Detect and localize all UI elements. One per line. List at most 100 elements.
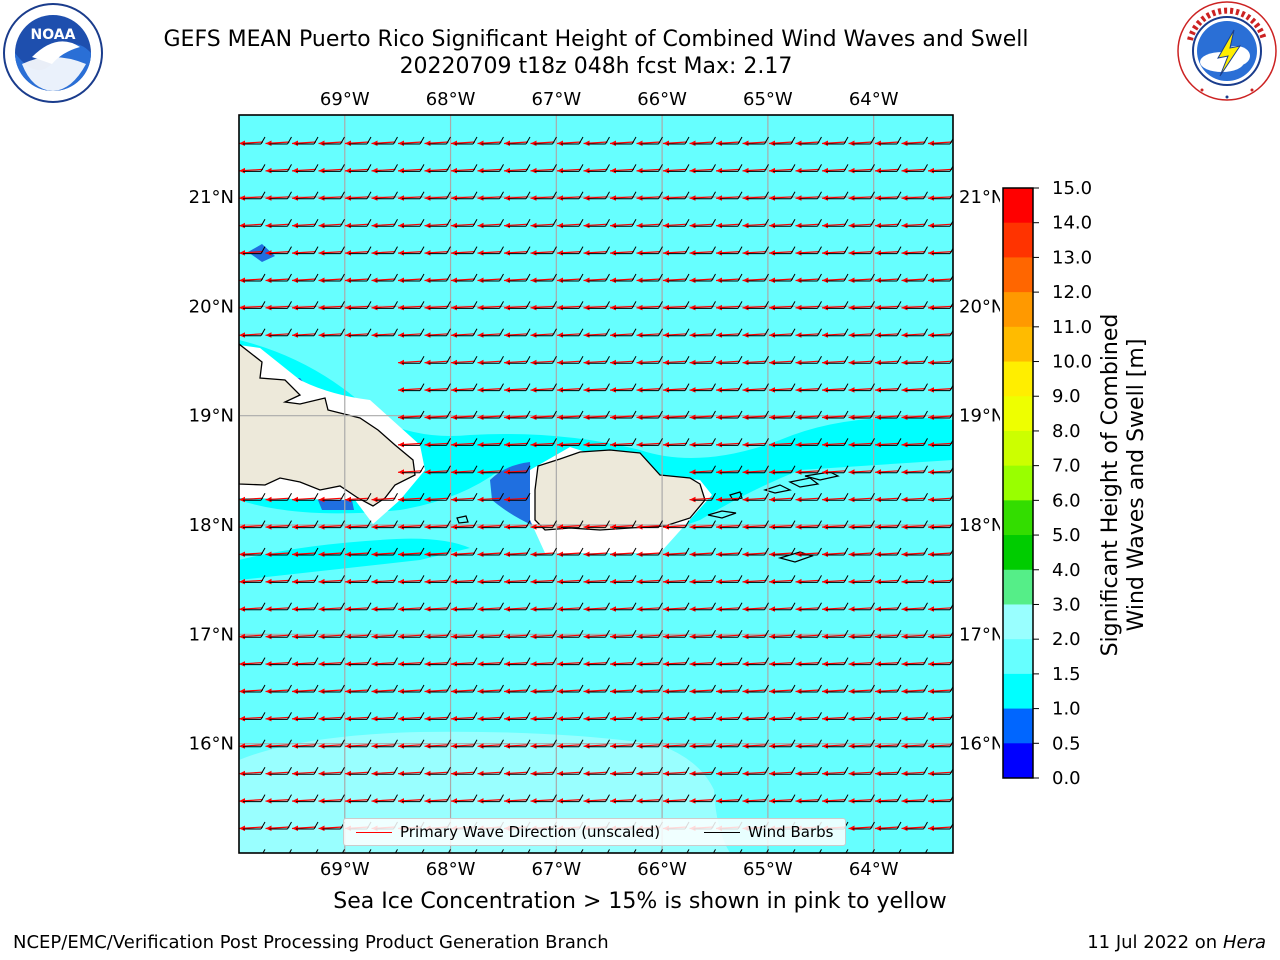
wind-barb-flag (499, 575, 504, 583)
wave-arrowhead (901, 387, 908, 393)
wind-barb-flag (949, 439, 953, 446)
wave-arrowhead (477, 469, 484, 475)
wave-arrowhead (663, 222, 669, 229)
wind-barb-flag (472, 684, 478, 693)
wave-arrowhead (424, 414, 431, 420)
lat-tick-right: 21°N (959, 187, 1000, 208)
wave-arrowhead (610, 277, 616, 283)
legend-item-wave: Primary Wave Direction (unscaled) (356, 823, 660, 841)
wind-barb-flag (472, 136, 478, 145)
wind-barb-flag (287, 136, 292, 145)
wave-arrowhead (636, 798, 643, 804)
wave-arrowhead (742, 167, 749, 174)
wind-barb-flag (896, 575, 902, 583)
wave-arrowhead (318, 770, 325, 777)
wave-arrowhead (583, 743, 590, 749)
wave-band-south-shelf (239, 538, 470, 580)
wave-arrowhead (477, 633, 484, 640)
wave-arrowhead (689, 770, 696, 777)
wave-arrowhead (583, 195, 590, 201)
wave-arrowhead (928, 798, 934, 804)
wind-barb-flag (923, 629, 928, 638)
wave-arrowhead (239, 551, 245, 557)
wave-arrowhead (822, 359, 828, 366)
wave-arrowhead (901, 222, 908, 229)
wave-arrowhead (265, 661, 272, 667)
wave-arrowhead (557, 715, 563, 722)
wind-barb-flag (711, 629, 716, 638)
wave-arrowhead (742, 277, 749, 283)
wave-arrowhead (398, 359, 404, 366)
wind-barb-flag (790, 383, 796, 391)
wind-barb-flag (843, 629, 849, 638)
lat-tick-right: 17°N (959, 624, 1000, 645)
wave-arrowhead (530, 633, 537, 640)
wave-arrowhead (557, 387, 563, 393)
wave-arrowhead (345, 661, 351, 667)
wind-barb-flag (366, 602, 372, 611)
lat-tick-left: 16°N (189, 734, 234, 755)
wave-arrowhead (477, 441, 484, 448)
wave-arrowhead (928, 359, 934, 366)
wind-barb-flag (578, 438, 584, 446)
wave-arrowhead (557, 524, 563, 530)
wind-barb-flag (605, 410, 610, 419)
wave-arrowhead (530, 332, 537, 338)
wind-barb-flag (260, 575, 266, 583)
wind-barb-flag (499, 328, 504, 337)
wave-arrowhead (795, 304, 802, 311)
wave-arrowhead (689, 414, 696, 420)
wave-arrowhead (292, 688, 298, 694)
wave-arrowhead (901, 250, 908, 256)
wind-barb-flag (578, 410, 584, 419)
wave-arrowhead (848, 798, 855, 804)
wave-arrowhead (610, 140, 616, 146)
wind-barb-flag (419, 629, 425, 638)
wave-arrowhead (583, 715, 590, 722)
wave-arrowhead (292, 332, 298, 338)
wind-barb-flag (499, 355, 504, 364)
lon-tick-bottom: 68°W (426, 859, 476, 880)
wave-arrowhead (928, 469, 934, 475)
wind-barb-flag (419, 383, 425, 391)
wind-barb-flag (631, 547, 637, 556)
wind-barb-flag (525, 712, 531, 720)
wave-arrowhead (822, 441, 828, 448)
wave-arrowhead (663, 140, 669, 146)
wind-barb-flag (525, 575, 531, 583)
wave-arrowhead (504, 798, 510, 804)
wind-barb-flag (393, 602, 398, 611)
wave-arrowhead (822, 277, 828, 283)
wave-arrowhead (716, 167, 722, 174)
wave-arrowhead (265, 825, 272, 831)
wave-arrowhead (610, 578, 616, 585)
wave-arrowhead (822, 661, 828, 667)
wind-barb-flag (711, 218, 716, 227)
wind-barb-flag (366, 492, 372, 501)
wind-barb-flag (949, 713, 953, 720)
wind-barb-flag (949, 466, 953, 474)
wave-arrowhead (716, 387, 722, 393)
wave-arrowhead (689, 798, 696, 804)
wave-arrowhead (398, 195, 404, 201)
wind-barb-flag (393, 629, 398, 638)
wind-barb-flag (313, 657, 319, 665)
wave-arrowhead (239, 167, 245, 174)
wave-arrowhead (265, 167, 272, 174)
wave-arrowhead (875, 825, 881, 831)
wind-barb-flag (711, 246, 716, 254)
wave-arrowhead (239, 332, 245, 338)
wind-barb-flag (631, 794, 637, 802)
wind-barb-flag (764, 273, 769, 282)
wind-barb-flag (499, 766, 504, 775)
wind-barb-flag (525, 547, 531, 556)
wind-barb-flag (737, 465, 743, 474)
wind-barb-flag (525, 136, 531, 145)
wind-barb-flag (393, 218, 398, 227)
wave-arrowhead (610, 414, 616, 420)
wave-arrowhead (371, 496, 378, 503)
wave-arrowhead (451, 578, 457, 585)
wave-arrowhead (928, 167, 934, 174)
wave-arrowhead (742, 633, 749, 640)
wave-arrowhead (636, 770, 643, 777)
